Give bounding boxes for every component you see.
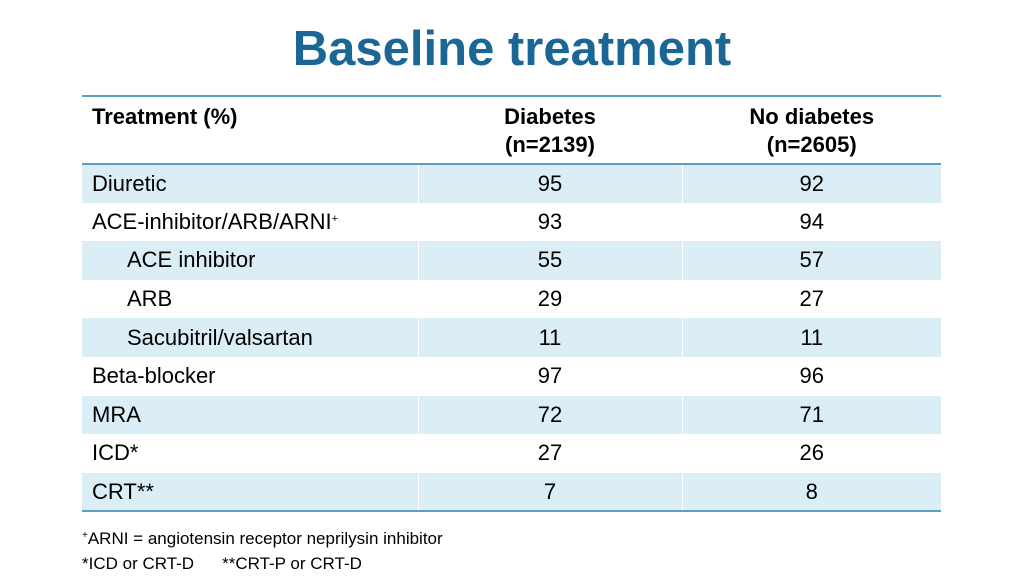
no-diabetes-value-cell: 8 — [681, 472, 941, 512]
treatment-label-sup: + — [331, 212, 339, 225]
table-row: CRT** 7 8 — [82, 472, 941, 512]
treatment-label: Sacubitril/valsartan — [127, 324, 313, 350]
no-diabetes-value-cell: 27 — [681, 279, 941, 319]
footnote-arni: +ARNI = angiotensin receptor neprilysin … — [82, 523, 443, 551]
treatment-label: ACE inhibitor — [127, 247, 256, 273]
header-diabetes: Diabetes (n=2139) — [417, 96, 682, 164]
baseline-treatment-table: Treatment (%) Diabetes (n=2139) No diabe… — [82, 95, 941, 512]
table-row: ARB 29 27 — [82, 279, 941, 319]
footnote-icd-text: *ICD or CRT-D — [82, 554, 195, 573]
no-diabetes-value-cell: 71 — [681, 395, 941, 435]
header-diabetes-n: (n=2139) — [505, 132, 595, 157]
treatment-label: MRA — [92, 401, 141, 427]
table-row: ICD* 27 26 — [82, 434, 941, 473]
treatment-label: Beta-blocker — [92, 363, 216, 389]
treatment-cell: Diuretic — [82, 164, 418, 203]
treatment-label: ICD* — [92, 440, 139, 466]
footnote-arni-sup: + — [82, 530, 88, 541]
no-diabetes-value-cell: 11 — [681, 318, 941, 357]
footnote-arni-text: ARNI = angiotensin receptor neprilysin i… — [87, 529, 443, 548]
treatment-cell: Sacubitril/valsartan — [82, 318, 418, 357]
no-diabetes-value-cell: 92 — [681, 164, 941, 203]
table-row: Diuretic 95 92 — [82, 164, 941, 203]
diabetes-value-cell: 72 — [417, 395, 682, 435]
diabetes-value-cell: 7 — [417, 472, 682, 512]
diabetes-value-cell: 93 — [417, 202, 682, 242]
header-treatment: Treatment (%) — [82, 96, 418, 164]
treatment-cell: CRT** — [82, 473, 418, 512]
diabetes-value-cell: 29 — [417, 279, 682, 319]
diabetes-value-cell: 97 — [417, 356, 682, 396]
treatment-cell: Beta-blocker — [82, 357, 418, 396]
no-diabetes-value-cell: 57 — [681, 241, 941, 280]
treatment-cell: ACE inhibitor — [82, 241, 418, 280]
diabetes-value-cell: 55 — [417, 241, 682, 280]
no-diabetes-value-cell: 94 — [681, 202, 941, 242]
table-row: ACE inhibitor 55 57 — [82, 241, 941, 280]
treatment-cell: ARB — [82, 280, 418, 319]
footnotes: +ARNI = angiotensin receptor neprilysin … — [82, 523, 443, 576]
treatment-cell: ACE-inhibitor/ARB/ARNI+ — [82, 203, 418, 242]
diabetes-value-cell: 27 — [417, 434, 682, 473]
treatment-cell: ICD* — [82, 434, 418, 473]
header-no-diabetes: No diabetes (n=2605) — [681, 96, 941, 164]
no-diabetes-value-cell: 96 — [681, 356, 941, 396]
header-no-diabetes-label: No diabetes — [749, 104, 875, 129]
diabetes-value-cell: 11 — [417, 318, 682, 357]
treatment-label: CRT** — [92, 478, 154, 504]
footnote-devices: *ICD or CRT-D **CRT-P or CRT-D — [82, 551, 443, 576]
no-diabetes-value-cell: 26 — [681, 434, 941, 473]
header-no-diabetes-n: (n=2605) — [766, 132, 857, 157]
table-body: Diuretic 95 92 ACE-inhibitor/ARB/ARNI+ 93 94 A… — [82, 164, 941, 512]
diabetes-value-cell: 95 — [417, 164, 682, 203]
table-row: Sacubitril/valsartan 11 11 — [82, 318, 941, 357]
treatment-label: ACE-inhibitor/ARB/ARNI — [92, 208, 332, 234]
table-row: Beta-blocker 97 96 — [82, 356, 941, 396]
treatment-label: ARB — [127, 286, 173, 312]
table-row: MRA 72 71 — [82, 395, 941, 435]
table-row: ACE-inhibitor/ARB/ARNI+ 93 94 — [82, 202, 941, 242]
treatment-label: Diuretic — [92, 170, 167, 196]
slide-title: Baseline treatment — [292, 22, 732, 76]
header-treatment-label: Treatment (%) — [92, 104, 238, 129]
table-header-row: Treatment (%) Diabetes (n=2139) No diabe… — [82, 96, 941, 164]
footnote-crt-text: **CRT-P or CRT-D — [222, 554, 362, 573]
treatment-cell: MRA — [82, 396, 418, 435]
header-diabetes-label: Diabetes — [504, 104, 596, 129]
